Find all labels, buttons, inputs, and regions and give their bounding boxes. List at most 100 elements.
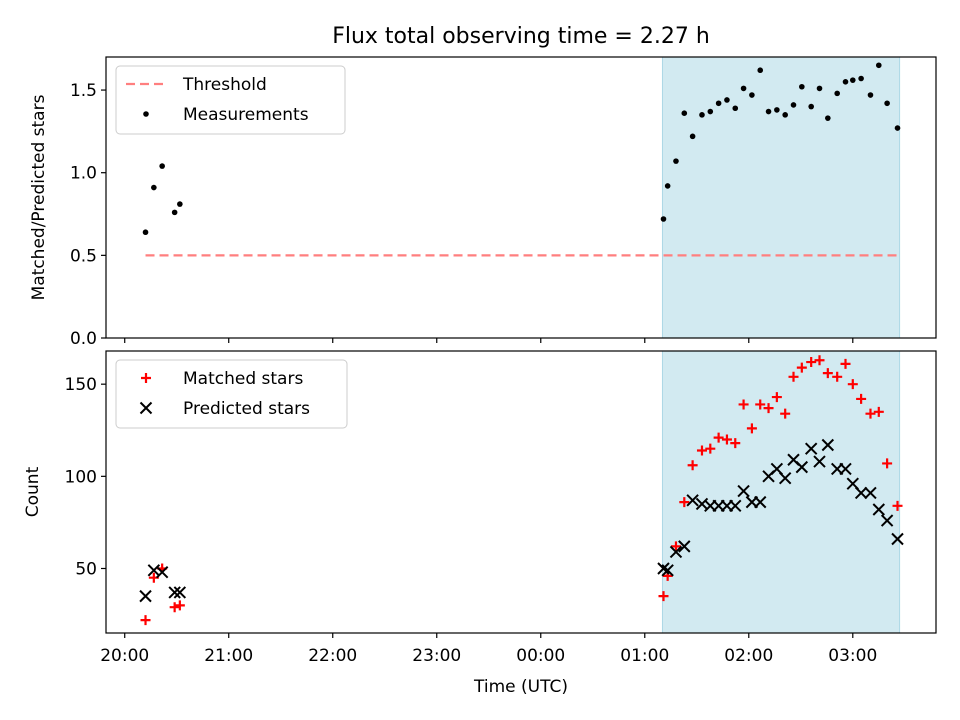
y-tick-label: 150 — [65, 375, 97, 395]
predicted-star-point — [880, 514, 894, 527]
measurement-point — [825, 115, 831, 121]
matched-star-point — [892, 500, 903, 511]
measurement-point — [715, 100, 722, 107]
matched-star-point — [865, 408, 876, 419]
plot-frame — [105, 56, 937, 339]
matched-star-point — [882, 458, 893, 469]
x-tick-label: 23:00 — [412, 646, 461, 666]
ratio-panel: 0.0 0.5 1.0 1.5 Matched/Predicted stars Thres… — [29, 56, 937, 349]
predicted-star-point — [678, 540, 691, 553]
y-tick-label: 0.0 — [70, 329, 97, 349]
matched-star-point — [169, 602, 180, 613]
y-tick-label: 1.0 — [70, 164, 97, 184]
legend: Matched stars Predicted stars — [115, 359, 348, 429]
measurement-point — [724, 97, 730, 103]
measurement-point — [834, 90, 840, 97]
matched-star-point — [788, 371, 799, 382]
matched-star-point — [679, 497, 690, 508]
legend-label: Matched stars — [183, 369, 303, 389]
predicted-star-point — [686, 494, 699, 507]
x-tick-label: 00:00 — [516, 646, 565, 666]
measurement-point — [867, 92, 874, 98]
measurement-point — [884, 100, 890, 107]
y-tick-label: 1.5 — [70, 81, 97, 101]
x-tick-label: 02:00 — [724, 646, 773, 666]
y-tick-label: 0.5 — [70, 246, 97, 266]
matched-star-point — [730, 438, 741, 449]
measurement-point — [664, 183, 671, 189]
x-tick-label: 22:00 — [308, 646, 357, 666]
predicted-star-point — [661, 564, 674, 577]
legend-matched-swatch — [141, 373, 151, 383]
predicted-star-point — [669, 545, 683, 559]
matched-star-point — [763, 403, 774, 414]
x-tick-label: 21:00 — [204, 646, 253, 666]
measurement-point — [159, 163, 165, 169]
measurement-point — [732, 105, 739, 112]
x-axis-label: Time (UTC) — [473, 677, 568, 697]
measurement-point — [842, 78, 849, 85]
predicted-star-point — [795, 460, 809, 474]
predicted-star-point — [155, 565, 169, 579]
matched-star-point — [780, 408, 791, 419]
legend-box — [115, 65, 346, 135]
shaded-span — [661, 350, 901, 634]
predicted-star-point — [804, 442, 818, 455]
matched-star-point — [670, 541, 681, 552]
matched-star-point — [822, 368, 833, 379]
matched-star-point — [174, 600, 185, 611]
shaded-span — [661, 56, 901, 339]
x-tick-label: 03:00 — [828, 646, 877, 666]
predicted-star-point — [891, 532, 904, 546]
predicted-star-point — [821, 438, 835, 452]
measurement-point — [765, 108, 772, 115]
measurement-point — [171, 209, 178, 216]
measurement-point — [689, 133, 696, 140]
y-axis-label: Matched/Predicted stars — [29, 94, 49, 300]
measurement-point — [749, 92, 755, 98]
measurement-point — [757, 67, 764, 74]
predicted-star-point — [872, 503, 886, 516]
matched-star-point — [140, 615, 151, 626]
measurement-point — [774, 107, 780, 113]
matched-star-point — [658, 591, 669, 602]
matched-star-point — [806, 357, 817, 368]
measurement-point — [707, 108, 714, 115]
measurement-point — [660, 216, 667, 222]
matched-star-point — [796, 362, 807, 373]
chart-title: Flux total observing time = 2.27 h — [332, 24, 710, 49]
matched-star-point — [873, 406, 884, 417]
measurement-point — [142, 229, 149, 236]
predicted-star-point — [864, 486, 877, 500]
plot-frame — [105, 350, 937, 634]
matched-star-point — [755, 399, 766, 410]
measurement-point — [673, 158, 679, 164]
legend-predicted-swatch — [139, 401, 153, 415]
matched-star-point — [705, 443, 716, 454]
legend: Threshold Measurements — [115, 65, 346, 135]
count-panel: 50 100 150 20:00 21:00 22:00 23:00 00:00 01:00 02… — [23, 350, 937, 666]
y-tick-label: 100 — [65, 467, 97, 487]
measurement-point — [858, 75, 864, 82]
measurement-point — [894, 125, 901, 131]
predicted-star-point — [729, 499, 742, 513]
legend-label: Threshold — [182, 75, 267, 95]
measurement-point — [151, 184, 157, 191]
legend-label: Predicted stars — [183, 399, 310, 419]
matched-star-point — [713, 432, 724, 443]
predicted-star-point — [168, 586, 181, 599]
measurement-point — [790, 102, 797, 108]
legend-measurement-swatch — [143, 111, 149, 117]
predicted-star-point — [813, 455, 826, 468]
measurement-point — [177, 201, 183, 207]
matched-star-point — [840, 358, 851, 369]
predicted-star-point — [854, 486, 868, 500]
measurement-point — [699, 112, 705, 118]
y-axis-label: Count — [23, 466, 43, 517]
measurement-point — [808, 103, 814, 110]
matched-star-point — [856, 393, 867, 404]
predicted-star-point — [778, 471, 792, 485]
measurement-point — [875, 62, 882, 69]
matched-star-point — [832, 371, 843, 382]
